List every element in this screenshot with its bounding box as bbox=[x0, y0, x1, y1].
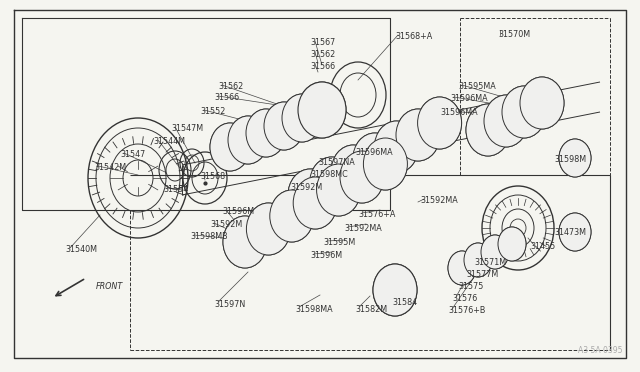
Ellipse shape bbox=[353, 133, 397, 185]
Text: 31598MA: 31598MA bbox=[295, 305, 333, 314]
Ellipse shape bbox=[293, 177, 337, 229]
Text: 31566: 31566 bbox=[310, 62, 335, 71]
Text: 31596MA: 31596MA bbox=[450, 94, 488, 103]
Text: 31552: 31552 bbox=[200, 107, 225, 116]
Ellipse shape bbox=[210, 123, 250, 171]
Ellipse shape bbox=[317, 164, 360, 216]
Ellipse shape bbox=[464, 243, 492, 277]
Text: 31577M: 31577M bbox=[466, 270, 499, 279]
Text: 31596M: 31596M bbox=[310, 251, 342, 260]
Text: 31596MA: 31596MA bbox=[440, 108, 477, 117]
Text: 31598M: 31598M bbox=[554, 155, 586, 164]
Ellipse shape bbox=[373, 264, 417, 316]
Ellipse shape bbox=[223, 216, 267, 268]
Text: 31575: 31575 bbox=[458, 282, 483, 291]
Text: 31592M: 31592M bbox=[290, 183, 323, 192]
Text: 31455: 31455 bbox=[530, 242, 556, 251]
Ellipse shape bbox=[498, 227, 526, 261]
Ellipse shape bbox=[282, 94, 322, 142]
Text: 31597NA: 31597NA bbox=[318, 158, 355, 167]
Text: 31592MA: 31592MA bbox=[420, 196, 458, 205]
Text: 31584: 31584 bbox=[392, 298, 417, 307]
Ellipse shape bbox=[298, 82, 346, 138]
Text: 31568: 31568 bbox=[200, 172, 225, 181]
Ellipse shape bbox=[466, 104, 510, 156]
Text: 31570M: 31570M bbox=[498, 30, 530, 39]
Ellipse shape bbox=[417, 97, 461, 149]
Text: 31547M: 31547M bbox=[171, 124, 203, 133]
Text: 31596MA: 31596MA bbox=[355, 148, 392, 157]
Text: 31597N: 31597N bbox=[214, 300, 245, 309]
Ellipse shape bbox=[374, 121, 419, 173]
Ellipse shape bbox=[484, 95, 528, 147]
Text: 31582M: 31582M bbox=[355, 305, 387, 314]
Text: 31576: 31576 bbox=[452, 294, 477, 303]
Ellipse shape bbox=[246, 109, 286, 157]
Ellipse shape bbox=[502, 86, 546, 138]
Text: 31595MA: 31595MA bbox=[458, 82, 496, 91]
Ellipse shape bbox=[520, 77, 564, 129]
Text: 31568+A: 31568+A bbox=[395, 32, 432, 41]
Text: 31566: 31566 bbox=[214, 93, 239, 102]
Text: 31544M: 31544M bbox=[153, 137, 185, 146]
Ellipse shape bbox=[228, 116, 268, 164]
Ellipse shape bbox=[340, 151, 384, 203]
Ellipse shape bbox=[448, 251, 476, 285]
Text: 31571M: 31571M bbox=[474, 258, 506, 267]
Ellipse shape bbox=[270, 190, 314, 242]
Text: 31595M: 31595M bbox=[323, 238, 355, 247]
Ellipse shape bbox=[396, 109, 440, 161]
Text: FRONT: FRONT bbox=[96, 282, 124, 291]
Text: 31562: 31562 bbox=[218, 82, 243, 91]
Text: 31592M: 31592M bbox=[210, 220, 243, 229]
Ellipse shape bbox=[559, 139, 591, 177]
Text: 31596M: 31596M bbox=[222, 207, 254, 216]
Text: 31576+A: 31576+A bbox=[358, 210, 396, 219]
Text: 31576+B: 31576+B bbox=[448, 306, 485, 315]
Ellipse shape bbox=[288, 169, 332, 221]
Ellipse shape bbox=[332, 145, 375, 197]
Text: 31598MB: 31598MB bbox=[190, 232, 228, 241]
Text: 31542M: 31542M bbox=[94, 163, 126, 172]
Text: 31567: 31567 bbox=[310, 38, 335, 47]
Text: 31592MA: 31592MA bbox=[344, 224, 381, 233]
Text: 31562: 31562 bbox=[310, 50, 335, 59]
Text: 31547: 31547 bbox=[120, 150, 145, 159]
Text: 31598MC: 31598MC bbox=[310, 170, 348, 179]
Text: A3 5A 0395: A3 5A 0395 bbox=[577, 346, 622, 355]
Text: 31540M: 31540M bbox=[65, 245, 97, 254]
Ellipse shape bbox=[310, 157, 354, 209]
Ellipse shape bbox=[246, 203, 291, 255]
Ellipse shape bbox=[364, 138, 408, 190]
Ellipse shape bbox=[559, 213, 591, 251]
Text: 31554: 31554 bbox=[163, 185, 188, 194]
Ellipse shape bbox=[264, 102, 304, 150]
Text: 31473M: 31473M bbox=[554, 228, 586, 237]
Ellipse shape bbox=[481, 235, 509, 269]
